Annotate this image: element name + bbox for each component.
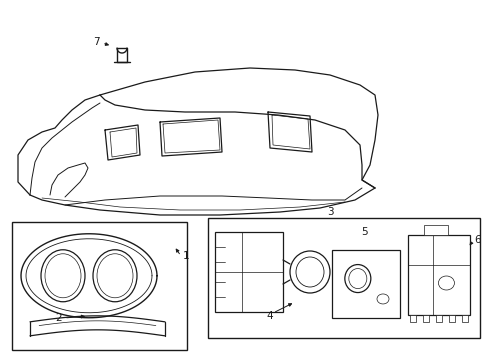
Ellipse shape bbox=[438, 276, 453, 290]
Bar bbox=[331, 250, 399, 318]
Text: 1: 1 bbox=[183, 251, 189, 261]
Text: 3: 3 bbox=[326, 207, 333, 217]
Bar bbox=[423, 225, 447, 235]
Bar bbox=[422, 315, 428, 322]
Bar bbox=[12, 222, 186, 350]
Bar bbox=[461, 315, 467, 322]
Bar bbox=[435, 315, 441, 322]
Text: 2: 2 bbox=[55, 313, 62, 323]
Text: 4: 4 bbox=[266, 311, 273, 321]
Ellipse shape bbox=[97, 254, 133, 298]
Bar bbox=[448, 315, 454, 322]
Ellipse shape bbox=[45, 254, 81, 298]
Ellipse shape bbox=[344, 265, 370, 293]
Ellipse shape bbox=[41, 250, 85, 302]
Bar bbox=[215, 232, 283, 312]
Ellipse shape bbox=[289, 251, 329, 293]
Bar bbox=[409, 315, 415, 322]
Bar bbox=[207, 218, 479, 338]
Text: 7: 7 bbox=[93, 37, 100, 47]
Text: 6: 6 bbox=[473, 235, 480, 245]
Ellipse shape bbox=[348, 269, 366, 289]
Ellipse shape bbox=[295, 257, 324, 287]
Text: 5: 5 bbox=[361, 227, 367, 237]
Bar bbox=[407, 235, 469, 315]
Ellipse shape bbox=[376, 294, 388, 304]
Ellipse shape bbox=[93, 250, 137, 302]
